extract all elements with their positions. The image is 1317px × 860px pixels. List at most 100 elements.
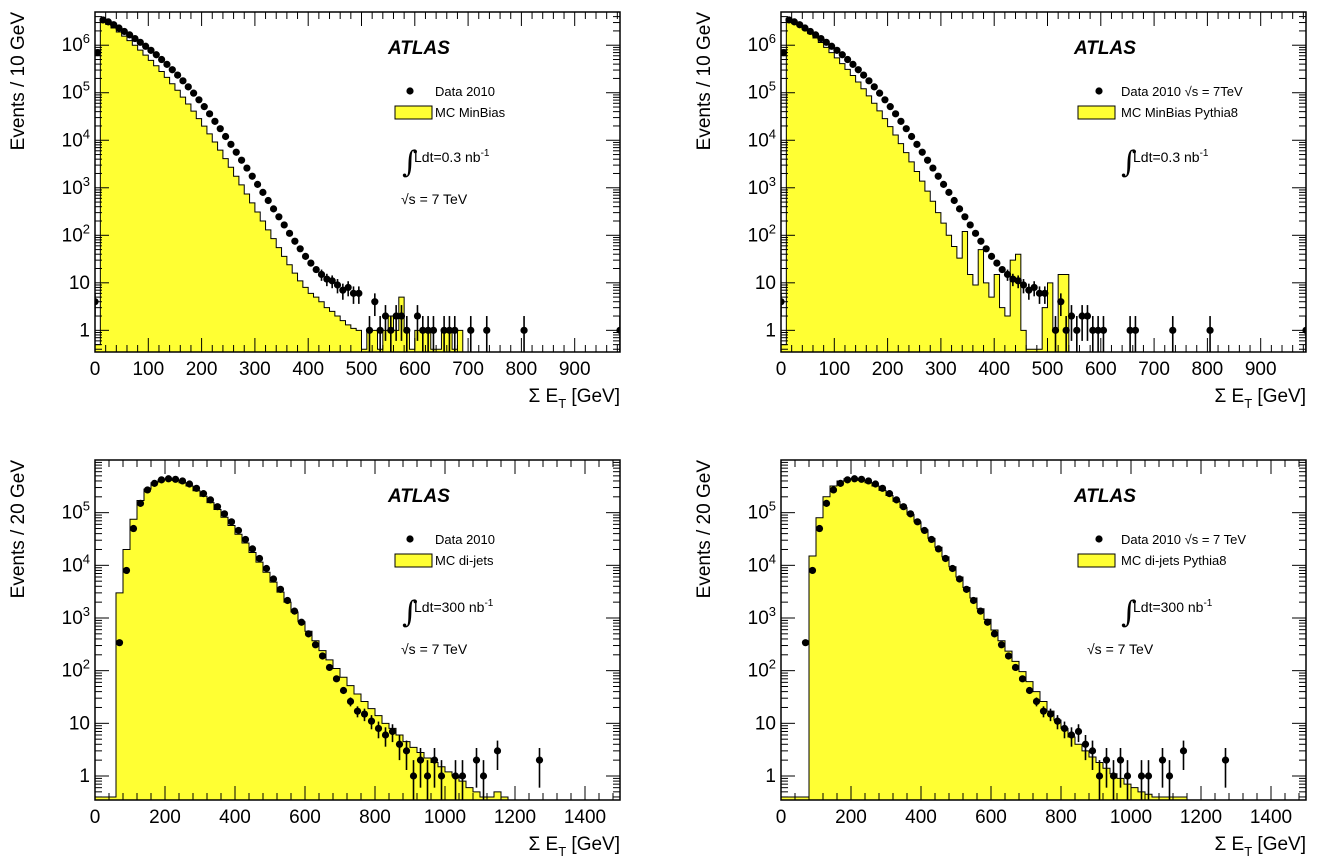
data-point <box>184 83 192 91</box>
data-point <box>381 731 390 739</box>
luminosity-label: Ldt=0.3 nb-1 <box>414 148 490 165</box>
y-tick-label: 103 <box>748 174 776 199</box>
data-point <box>885 490 894 498</box>
data-point <box>458 772 467 780</box>
data-point <box>158 55 166 64</box>
data-point <box>199 490 208 498</box>
data-point <box>1053 717 1062 725</box>
legend-data-marker <box>406 535 414 543</box>
data-point <box>849 60 857 68</box>
data-point <box>934 172 942 180</box>
data-point <box>126 31 134 39</box>
data-point <box>190 89 198 97</box>
data-point <box>205 110 214 118</box>
data-point <box>535 756 544 764</box>
data-point <box>843 476 852 484</box>
data-points <box>801 475 1230 800</box>
data-point <box>171 475 180 483</box>
data-point <box>483 326 491 334</box>
y-tick-label: 102 <box>62 657 90 682</box>
data-point <box>195 96 203 104</box>
data-point <box>854 66 862 74</box>
y-tick-label: 105 <box>748 499 776 524</box>
data-point <box>419 326 427 334</box>
energy-label: √s = 7 TeV <box>1087 641 1154 657</box>
data-point <box>387 326 395 334</box>
data-point <box>367 717 376 725</box>
data-point <box>264 196 272 205</box>
y-tick-label: 102 <box>748 221 776 246</box>
data-point <box>829 486 838 494</box>
y-axis-title: Events / 10 GeV <box>8 12 29 151</box>
legend-data-label: Data 2010 √s = 7TeV <box>1121 84 1243 99</box>
plot-frame <box>780 11 1307 353</box>
data-point <box>1088 747 1097 755</box>
x-tick-label: 1000 <box>424 807 466 828</box>
data-point <box>1062 326 1070 334</box>
data-point <box>451 772 460 780</box>
luminosity-label: Ldt=300 nb-1 <box>1133 598 1213 615</box>
data-point <box>259 188 267 196</box>
data-point <box>806 27 814 36</box>
data-point <box>1144 772 1153 780</box>
data-point <box>147 46 155 54</box>
data-point <box>136 499 145 507</box>
data-point <box>1074 727 1083 736</box>
data-point <box>122 566 131 575</box>
x-tick-label: 900 <box>559 359 591 380</box>
data-point <box>822 38 830 46</box>
data-point <box>120 27 128 36</box>
data-point <box>870 83 878 91</box>
data-point <box>1051 326 1060 334</box>
y-tick-label: 1 <box>79 320 90 341</box>
y-tick-label: 105 <box>62 499 90 524</box>
data-point <box>168 66 176 74</box>
data-point <box>402 747 411 755</box>
x-tick-label: 600 <box>399 359 431 380</box>
luminosity-label: Ldt=300 nb-1 <box>414 598 494 615</box>
data-point <box>961 213 969 221</box>
data-point <box>1018 675 1027 683</box>
data-point <box>150 479 159 487</box>
data-point <box>920 526 929 535</box>
data-point <box>424 326 432 334</box>
x-tick-label: 500 <box>1032 359 1064 380</box>
data-point <box>966 221 974 229</box>
data-point <box>237 156 246 164</box>
data-point <box>253 180 262 188</box>
data-point <box>1123 772 1132 780</box>
data-point <box>971 229 980 237</box>
data-point <box>1057 298 1065 306</box>
y-tick-label: 102 <box>748 657 776 682</box>
data-point <box>878 484 887 492</box>
data-point <box>1099 326 1108 334</box>
data-point <box>976 607 985 615</box>
data-point <box>962 585 971 593</box>
data-point <box>850 475 859 483</box>
data-point <box>416 756 425 764</box>
mc-histogram <box>781 478 1188 800</box>
data-point <box>472 756 481 764</box>
data-points <box>95 16 620 352</box>
data-point <box>243 164 251 172</box>
chart-panel-top-left: 0 100 200 300 400 500 600 700 800 900 1 10 102 103 104… <box>8 11 621 411</box>
legend-mc-swatch <box>394 553 433 568</box>
data-point <box>255 554 264 563</box>
x-tick-label: 400 <box>219 807 251 828</box>
x-tick-label: 100 <box>818 359 850 380</box>
x-tick-label: 400 <box>905 807 937 828</box>
data-point <box>157 476 166 484</box>
data-points <box>115 475 544 800</box>
data-point <box>332 675 341 683</box>
y-tick-label: 104 <box>748 126 776 151</box>
data-point <box>213 503 222 511</box>
data-point <box>1078 312 1086 320</box>
data-point <box>344 283 352 292</box>
data-point <box>467 326 475 334</box>
data-point <box>913 140 921 148</box>
data-point <box>227 518 236 526</box>
data-point <box>817 34 825 43</box>
data-point <box>311 641 320 649</box>
x-tick-label: 1200 <box>1180 807 1222 828</box>
integral-sign: ∫ <box>402 595 418 630</box>
